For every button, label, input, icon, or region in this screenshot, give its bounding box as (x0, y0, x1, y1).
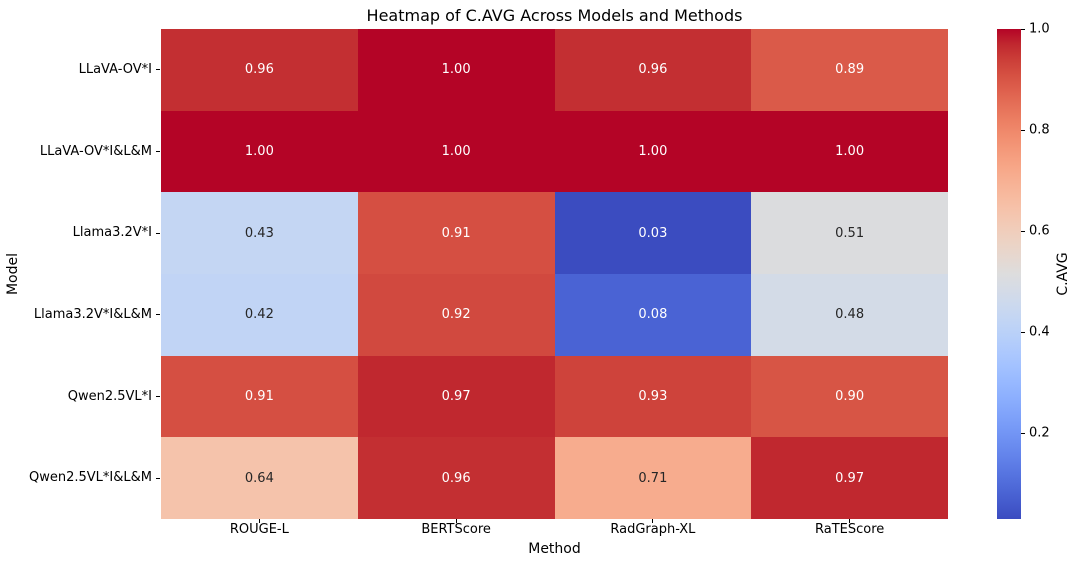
cell-value: 1.00 (244, 143, 274, 159)
heatmap-cell: 0.96 (357, 437, 555, 519)
colorbar-tick-label: 0.6 (1029, 223, 1050, 239)
heatmap-cell: 1.00 (554, 110, 752, 193)
cell-value: 0.03 (638, 225, 668, 241)
heatmap-cell: 0.71 (554, 437, 752, 519)
cell-value: 0.89 (835, 62, 865, 78)
y-tick-mark (156, 151, 160, 152)
cell-value: 1.00 (441, 143, 471, 159)
cell-value: 1.00 (441, 62, 471, 78)
y-tick-label: LLaVA-OV*I&L&M (39, 143, 152, 159)
heatmap-cell: 0.97 (357, 355, 555, 438)
y-tick-mark (156, 69, 160, 71)
cell-value: 0.64 (244, 470, 274, 486)
heatmap-cell: 0.51 (751, 192, 948, 274)
x-tick-label: BERTScore (421, 522, 491, 537)
heatmap-cell: 1.00 (357, 29, 555, 111)
x-tick-mark (849, 519, 851, 523)
heatmap-cell: 0.92 (357, 273, 555, 356)
y-tick-mark (156, 314, 160, 316)
heatmap-cell: 0.91 (161, 355, 358, 438)
colorbar-tick-mark (1021, 331, 1025, 333)
cell-value: 0.42 (244, 307, 274, 323)
y-tick-label: Llama3.2V*I (72, 225, 152, 241)
colorbar-tick-mark (1021, 28, 1025, 30)
y-tick-label: Llama3.2V*I&L&M (33, 306, 152, 322)
heatmap-cell: 0.48 (751, 273, 948, 356)
heatmap-grid: 0.96 1.00 0.96 0.89 1.00 1.00 1.00 1.00 0.43 0.91… (161, 29, 948, 519)
chart-title: Heatmap of C.AVG Across Models and Metho… (366, 6, 743, 25)
heatmap-cell: 0.08 (554, 273, 752, 356)
y-tick-mark (156, 232, 160, 234)
heatmap-cell: 0.42 (161, 273, 358, 356)
heatmap-cell: 0.89 (751, 29, 948, 111)
cell-value: 0.97 (835, 470, 865, 486)
cell-value: 0.43 (244, 225, 274, 241)
heatmap-cell: 0.96 (161, 29, 358, 111)
cell-value: 0.96 (441, 470, 471, 486)
cell-value: 0.91 (244, 388, 274, 404)
heatmap-cell: 0.93 (554, 355, 752, 438)
cell-value: 0.97 (441, 388, 471, 404)
y-tick-mark (156, 396, 160, 397)
colorbar-tick-mark (1021, 129, 1025, 131)
cell-value: 0.48 (835, 307, 865, 323)
heatmap-cell: 0.90 (751, 355, 948, 438)
cell-value: 0.93 (638, 388, 668, 404)
colorbar-label: C.AVG (1055, 252, 1071, 296)
y-tick-label: Qwen2.5VL*I (67, 388, 152, 404)
x-tick-label: ROUGE-L (229, 522, 289, 537)
cell-value: 0.51 (835, 225, 865, 241)
x-tick-label: RadGraph-XL (610, 522, 696, 537)
colorbar-tick-mark (1021, 230, 1025, 232)
cell-value: 1.00 (835, 143, 865, 159)
heatmap-cell: 1.00 (357, 110, 555, 193)
x-tick-label: RaTEScore (814, 522, 885, 537)
colorbar-tick-mark (1021, 432, 1025, 434)
x-tick-mark (258, 519, 260, 523)
heatmap-cell: 1.00 (751, 110, 948, 193)
colorbar-tick-label: 1.0 (1029, 21, 1050, 37)
colorbar-tick-label: 0.2 (1029, 425, 1050, 441)
cell-value: 0.71 (638, 470, 668, 486)
heatmap-cell: 0.97 (751, 437, 948, 519)
x-axis-label: Method (528, 541, 581, 557)
cell-value: 0.08 (638, 307, 668, 323)
cell-value: 0.96 (638, 62, 668, 78)
y-axis-label: Model (5, 252, 21, 296)
colorbar-tick-label: 0.8 (1029, 122, 1050, 138)
heatmap-cell: 0.96 (554, 29, 752, 111)
heatmap-cell: 0.03 (554, 192, 752, 274)
heatmap-cell: 0.43 (161, 192, 358, 274)
heatmap-cell: 0.64 (161, 437, 358, 519)
heatmap-cell: 1.00 (161, 110, 358, 193)
cell-value: 1.00 (638, 143, 668, 159)
colorbar-tick-label: 0.4 (1029, 324, 1050, 340)
y-tick-label: Qwen2.5VL*I&L&M (29, 470, 152, 486)
y-tick-mark (156, 477, 160, 479)
x-tick-mark (455, 519, 457, 523)
cell-value: 0.90 (835, 388, 865, 404)
x-tick-mark (652, 519, 654, 523)
cell-value: 0.91 (441, 225, 471, 241)
cell-value: 0.96 (244, 62, 274, 78)
heatmap-cell: 0.91 (357, 192, 555, 274)
cell-value: 0.92 (441, 307, 471, 323)
y-tick-label: LLaVA-OV*I (78, 61, 152, 77)
colorbar-gradient (997, 29, 1021, 519)
